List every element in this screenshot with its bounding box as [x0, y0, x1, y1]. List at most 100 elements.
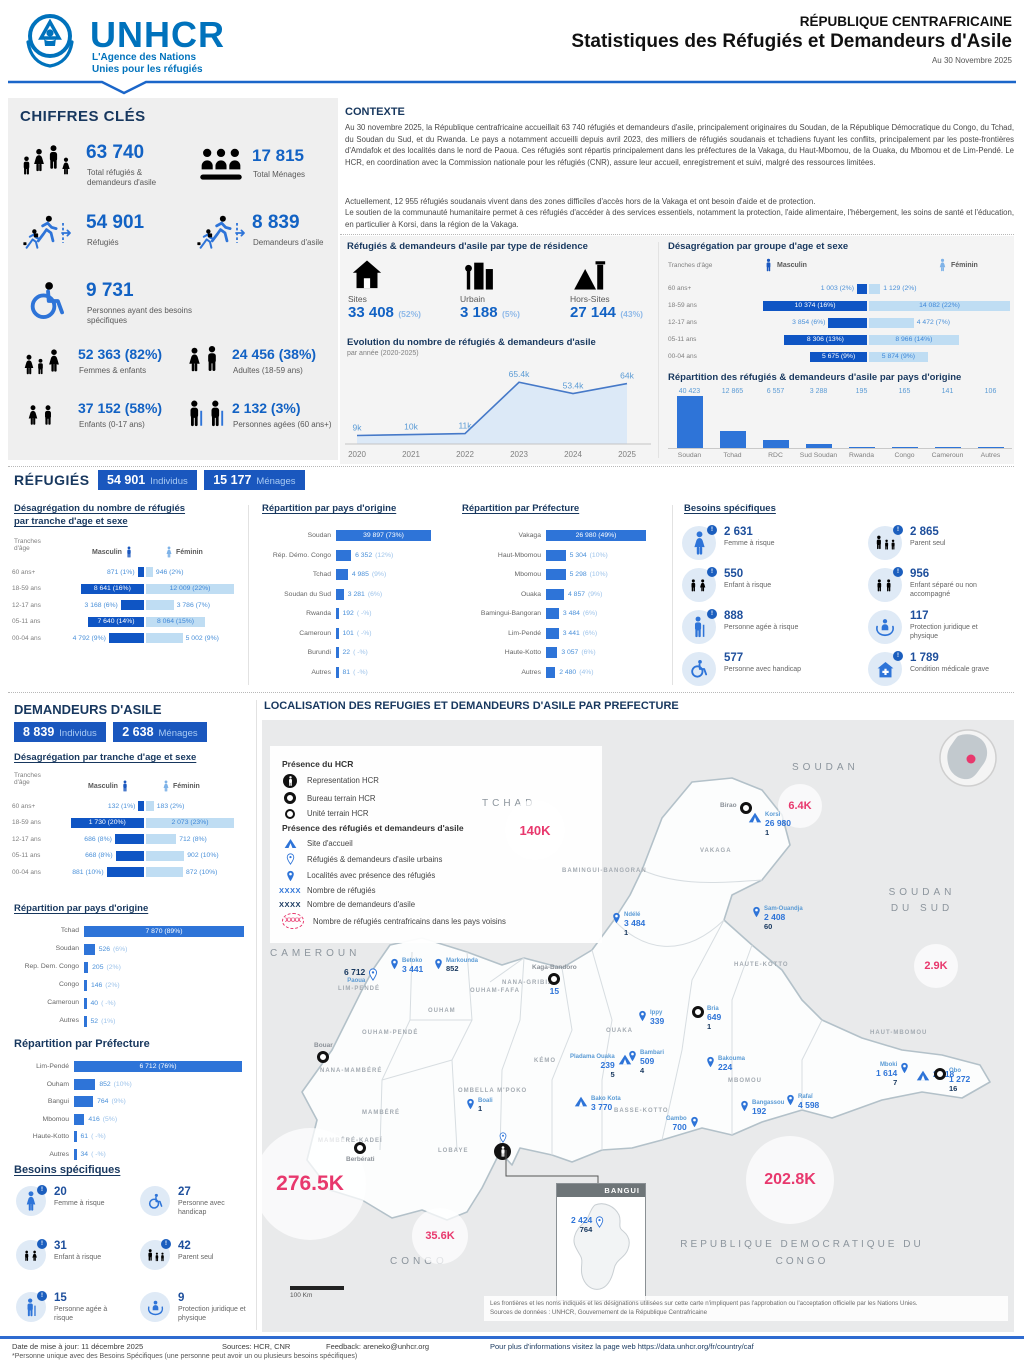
bar-value: 6 557 — [766, 388, 785, 395]
prefecture-label: VAKAGA — [700, 848, 732, 854]
need-item: ! 956 Enfant séparé ou non accompagné — [868, 567, 1005, 602]
category-label: Autres — [980, 452, 1001, 459]
locality-pin-icon — [706, 1056, 715, 1068]
need-value: 888 — [724, 610, 744, 622]
female-zone: 946 (2%) — [146, 567, 234, 578]
female-value: 5 874 (9%) — [881, 353, 916, 360]
need-label: Protection juridique et physique — [910, 624, 978, 640]
bar-box — [969, 397, 1012, 449]
need-label: Parent seul — [910, 540, 946, 548]
legend-label: Nombre de réfugiés — [307, 886, 376, 895]
locality-name: Bambari — [640, 1050, 665, 1056]
asile-pyramid-age-header: Tranches d'âge — [14, 772, 41, 786]
hbar-row: Autres 2 480 (4%) — [458, 663, 646, 683]
hors-sites-value-wrap: 27 144 (43%) — [570, 304, 643, 322]
need-value: 42 — [178, 1240, 191, 1252]
need-label: Enfant séparé ou non accompagné — [910, 582, 977, 598]
pyramid-row: 12-17 ans 3 168 (6%) 3 786 (7%) — [12, 597, 234, 614]
hbar-row: Haut-Mbomou 5 304 (10%) — [458, 546, 646, 566]
hbar-row: Tchad 7 870 (89%) — [12, 922, 244, 940]
value-bar — [74, 1096, 94, 1108]
org-name: UNHCR — [90, 14, 225, 55]
asylum-count: 1 — [707, 1021, 712, 1031]
bar-pct: (10%) — [113, 1080, 132, 1088]
map-marker-paoua: 6 712 Paoua — [344, 967, 378, 985]
child-risk-icon: ! — [682, 567, 717, 602]
female-value: 8 966 (14%) — [895, 336, 933, 343]
male-value: 4 792 (9%) — [72, 634, 106, 642]
svg-text:2025: 2025 — [618, 450, 636, 459]
need-item: ! 888 Personne agée à risque — [682, 609, 798, 644]
total-origin-chart: 40 423 Soudan 12 865 Tchad 6 557 RDC 3 288 Sud … — [668, 388, 1012, 459]
disclaimer-line1: Les frontières et les noms indiqués et l… — [490, 1300, 918, 1307]
kf-total-value: 63 740 — [86, 142, 145, 163]
female-icon — [938, 258, 947, 272]
value-bar — [805, 443, 832, 448]
asylum-count-sample: XXXX — [279, 899, 302, 909]
bar-pct: (1%) — [101, 1017, 116, 1025]
bar-pct: (2%) — [106, 963, 121, 971]
bar-pct: (6%) — [367, 590, 383, 598]
ref-needs-title: Besoins spécifiques — [684, 503, 776, 514]
footer-link[interactable]: Pour plus d'informations visitez la page… — [490, 1342, 754, 1351]
sites-value: 33 408 — [348, 304, 394, 321]
scale-label: 100 Km — [290, 1292, 313, 1299]
male-bar: 7 640 (14%) — [88, 616, 144, 627]
divider-asylum-map — [256, 700, 257, 1330]
town-label: Berbérati — [346, 1156, 375, 1163]
legend-item: Representation HCR — [282, 773, 590, 788]
need-label: Femme à risque — [724, 540, 775, 548]
woman-risk-icon: ! — [682, 525, 717, 560]
female-bar: 2 073 (23%) — [146, 817, 234, 828]
hbar-row: Autres 81( -%) — [256, 663, 431, 683]
refugees-individuals-value: 54 901 — [107, 473, 146, 487]
footer-updated: Date de mise à jour: 11 décembre 2025 — [12, 1342, 144, 1351]
urban-pin-icon — [499, 1132, 506, 1143]
sites-value-wrap: 33 408 (52%) — [348, 304, 421, 322]
female-bar — [869, 317, 914, 328]
age-group-label: 18-59 ans — [12, 585, 41, 593]
age-group-label: 00-04 ans — [12, 634, 41, 642]
value-bar — [934, 446, 961, 448]
refugee-count: 4 598 — [798, 1099, 820, 1110]
hbar-row: Mbomou 416 (5%) — [12, 1111, 242, 1129]
locality-name: Betoko — [402, 958, 423, 964]
disability-icon — [682, 652, 716, 686]
category-label: Rep. Dem. Congo — [24, 963, 79, 971]
kf-households-label: Total Ménages — [253, 170, 306, 179]
category-label: Rép. Démo. Congo — [272, 551, 331, 559]
bar-pct: (10%) — [589, 571, 608, 579]
locality-name: Markounda — [446, 958, 479, 964]
key-figures-title: CHIFFRES CLÉS — [20, 108, 146, 125]
refugee-count-sample: XXXX — [279, 886, 302, 895]
category-label: Soudan — [307, 532, 331, 540]
pyramid-row: 60 ans+ 1 003 (2%) 1 129 (2%) — [668, 280, 1010, 297]
inset-connector — [505, 1150, 599, 1184]
bar-box — [711, 397, 754, 449]
total-male-header: Masculin — [764, 258, 807, 272]
bar-value: 195 — [855, 388, 868, 395]
bar-value: 141 — [941, 388, 954, 395]
bar-pct: (2%) — [105, 981, 120, 989]
bar-value: 165 — [898, 388, 911, 395]
asylum-count: 7 — [893, 1077, 898, 1087]
male-zone: 871 (1%) — [56, 567, 144, 578]
category-label: Tchad — [60, 927, 79, 935]
locality-name: Gambo — [666, 1116, 687, 1122]
footer-feedback[interactable]: Feedback: areneko@unhcr.org — [326, 1342, 430, 1351]
value-bar — [84, 1015, 87, 1027]
map-marker-boali: Boali 1 — [466, 1098, 493, 1114]
hbar-row: Rep. Dem. Congo 205 (2%) — [12, 958, 244, 976]
bar-pct: (6%) — [582, 610, 598, 618]
category-label: Lim-Pendé — [508, 629, 541, 637]
locality-pin-icon — [786, 1094, 795, 1106]
prefecture-label: HAUTE-KOTTO — [734, 962, 789, 968]
header-date: Au 30 Novembre 2025 — [931, 56, 1012, 65]
asile-male-label: Masculin — [88, 782, 118, 790]
category-label: Congo — [894, 452, 915, 459]
abroad-bubble-soudan: 6.4K — [778, 784, 822, 828]
bar-value: 5 298 — [569, 571, 587, 579]
asylum-count: 6 712 — [344, 967, 366, 977]
ref-male-label: Masculin — [92, 548, 122, 556]
asylum-individuals-label: Individus — [59, 728, 97, 739]
